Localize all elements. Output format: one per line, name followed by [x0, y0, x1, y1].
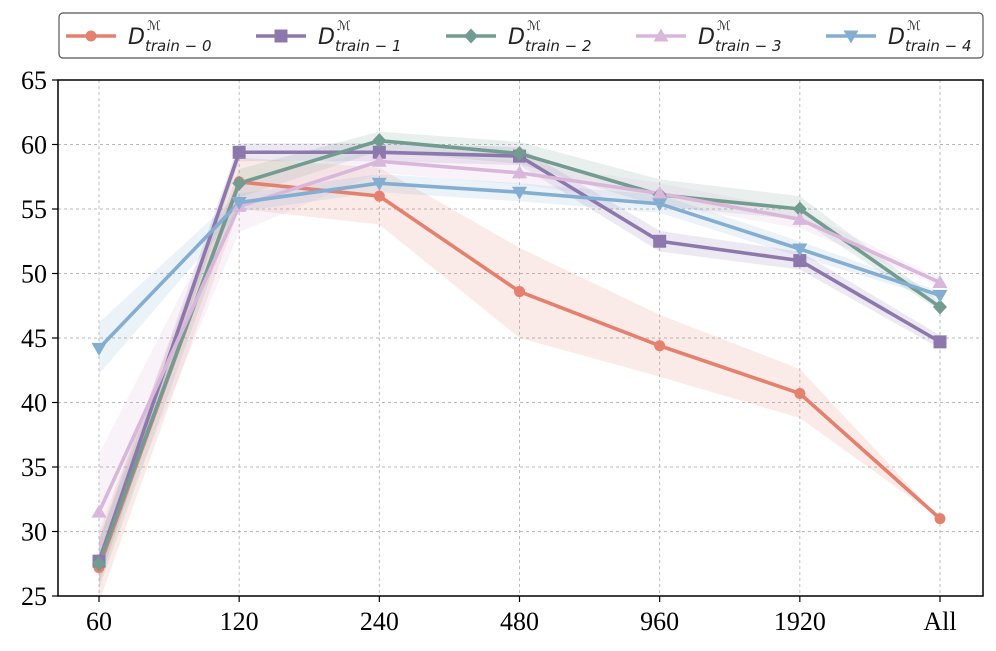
y-tick-label: 60 — [21, 131, 47, 160]
data-point — [793, 254, 807, 268]
legend-label-sup: ℳ — [907, 19, 921, 34]
data-point — [231, 197, 247, 211]
data-point — [232, 145, 246, 159]
legend-marker — [653, 28, 669, 42]
legend-label-base: D — [318, 25, 335, 50]
data-point — [512, 186, 527, 200]
legend-label-sub: train − 2 — [525, 37, 592, 55]
data-point — [794, 387, 806, 399]
y-tick-label: 25 — [21, 582, 47, 611]
confidence-band — [99, 174, 940, 375]
x-tick-label: 120 — [220, 607, 259, 636]
legend-label-base: D — [888, 25, 905, 50]
data-point — [512, 146, 527, 162]
data-point — [933, 299, 947, 315]
data-point — [371, 153, 387, 167]
data-point — [932, 289, 948, 303]
y-tick-label: 40 — [21, 389, 47, 418]
confidence-band — [99, 157, 940, 603]
data-point — [653, 234, 667, 248]
legend-label-sub: train − 3 — [715, 37, 782, 55]
axis-ticks: 60 120 240 480 960 1920 All 25 30 35 40 45 50 55 60 65 — [21, 66, 957, 636]
legend-label-base: D — [128, 25, 145, 50]
data-point — [91, 504, 107, 518]
legend-marker — [464, 28, 478, 44]
data-point — [792, 211, 808, 225]
legend-label-base: D — [508, 25, 525, 50]
x-tick-label: 60 — [86, 607, 112, 636]
data-point — [512, 165, 527, 179]
legend-label-base: D — [698, 25, 715, 50]
data-point — [92, 556, 106, 572]
data-point — [372, 133, 387, 149]
data-point — [652, 186, 668, 200]
data-point — [91, 342, 107, 356]
data-point — [372, 145, 386, 159]
y-tick-label: 55 — [21, 195, 47, 224]
y-tick-label: 35 — [21, 453, 47, 482]
x-tick-label: 960 — [640, 607, 679, 636]
legend-label-sub: train − 4 — [905, 37, 972, 55]
x-tick-label: 240 — [360, 607, 399, 636]
x-tick-label: 480 — [500, 607, 539, 636]
legend-label-sub: train − 1 — [335, 37, 402, 55]
legend-label-sup: ℳ — [337, 19, 351, 34]
legend-label-sup: ℳ — [147, 19, 161, 34]
legend-frame — [58, 12, 984, 59]
data-point — [232, 175, 247, 191]
confidence-band — [99, 143, 940, 584]
legend-label-sub: train − 0 — [145, 37, 212, 55]
data-point — [373, 190, 385, 202]
series-markers — [91, 133, 948, 574]
legend-label-sup: ℳ — [527, 19, 541, 34]
data-point — [652, 198, 668, 212]
y-tick-label: 65 — [21, 66, 47, 95]
legend-marker — [274, 29, 288, 43]
x-tick-label: 1920 — [774, 607, 826, 636]
y-tick-label: 30 — [21, 518, 47, 547]
data-point — [371, 177, 387, 191]
legend-label-sup: ℳ — [717, 19, 731, 34]
data-point — [514, 286, 525, 298]
legend-marker — [843, 30, 859, 44]
y-tick-label: 45 — [21, 324, 47, 353]
data-point — [932, 275, 948, 289]
data-point — [792, 243, 808, 257]
legend-marker — [85, 30, 97, 42]
data-point — [792, 201, 807, 217]
data-point — [934, 513, 946, 525]
x-tick-label: All — [923, 607, 956, 636]
confidence-bands — [99, 131, 940, 603]
data-point — [933, 335, 947, 349]
data-point — [654, 340, 666, 352]
y-tick-label: 50 — [21, 260, 47, 289]
